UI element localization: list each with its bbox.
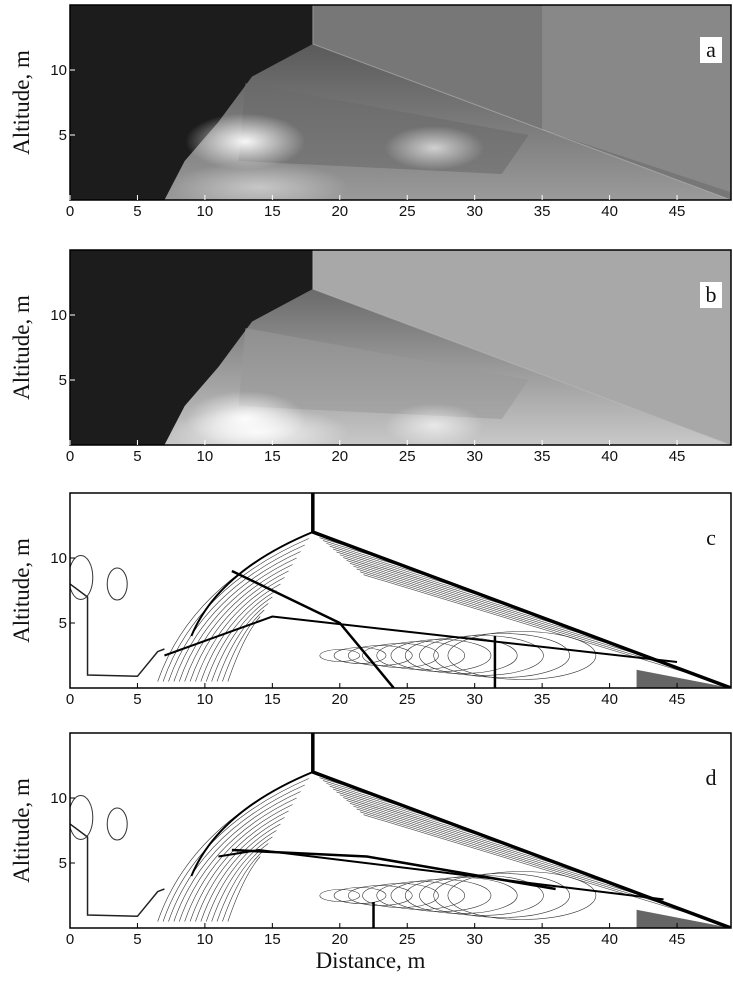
x-tick-label: 40 bbox=[601, 691, 618, 708]
figure: 0 5 10 15 20 25 30 35 40 45 5 10 Altitude, m a 0 5 10 15 2… bbox=[0, 0, 733, 992]
background bbox=[70, 493, 731, 688]
y-tick-label: 5 bbox=[59, 615, 67, 632]
x-tick-label: 25 bbox=[399, 203, 416, 220]
x-tick-label: 30 bbox=[466, 931, 483, 948]
x-tick-label: 15 bbox=[264, 203, 281, 220]
x-tick-label: 5 bbox=[133, 931, 141, 948]
x-tick-label: 0 bbox=[66, 931, 74, 948]
panel-letter: b bbox=[706, 282, 717, 307]
x-tick-label: 30 bbox=[466, 691, 483, 708]
x-tick-label: 45 bbox=[669, 931, 686, 948]
x-tick-label: 0 bbox=[66, 691, 74, 708]
x-tick-label: 25 bbox=[399, 931, 416, 948]
x-tick-label: 30 bbox=[466, 448, 483, 465]
panel: 0 5 10 15 20 25 30 35 40 45 5 10 Altitude, m a bbox=[9, 5, 731, 220]
panel: 0 5 10 15 20 25 30 35 40 45 5 10 Altitude, m b bbox=[9, 250, 731, 465]
x-tick-label: 10 bbox=[197, 448, 214, 465]
background bbox=[70, 733, 731, 928]
y-axis-label: Altitude, m bbox=[9, 538, 34, 643]
panel: 0 5 10 15 20 25 30 35 40 45 5 10 Altitude, m d Distanc… bbox=[9, 733, 731, 973]
glow bbox=[384, 404, 484, 448]
x-tick-label: 45 bbox=[669, 691, 686, 708]
x-tick-label: 45 bbox=[669, 203, 686, 220]
x-tick-label: 0 bbox=[66, 203, 74, 220]
x-tick-label: 40 bbox=[601, 203, 618, 220]
x-tick-label: 35 bbox=[534, 691, 551, 708]
field bbox=[70, 5, 731, 212]
field bbox=[69, 493, 731, 688]
y-tick-label: 10 bbox=[50, 550, 67, 567]
y-axis-label: Altitude, m bbox=[9, 295, 34, 400]
x-tick-label: 15 bbox=[264, 931, 281, 948]
x-tick-label: 20 bbox=[331, 931, 348, 948]
panel-letter: c bbox=[706, 525, 716, 550]
x-tick-label: 15 bbox=[264, 448, 281, 465]
x-tick-label: 35 bbox=[534, 203, 551, 220]
y-axis-label: Altitude, m bbox=[9, 50, 34, 155]
x-tick-label: 20 bbox=[331, 203, 348, 220]
x-tick-label: 45 bbox=[669, 448, 686, 465]
x-tick-label: 10 bbox=[197, 203, 214, 220]
glow bbox=[185, 114, 305, 170]
panel-letter: a bbox=[706, 37, 716, 62]
x-tick-label: 35 bbox=[534, 931, 551, 948]
x-tick-label: 20 bbox=[331, 448, 348, 465]
x-tick-label: 25 bbox=[399, 691, 416, 708]
panel-letter: d bbox=[706, 765, 717, 790]
y-tick-label: 10 bbox=[50, 307, 67, 324]
field bbox=[69, 733, 731, 928]
x-tick-label: 10 bbox=[197, 931, 214, 948]
y-tick-label: 5 bbox=[59, 372, 67, 389]
x-tick-label: 10 bbox=[197, 691, 214, 708]
y-axis-label: Altitude, m bbox=[9, 778, 34, 883]
glow bbox=[384, 126, 484, 170]
y-tick-label: 5 bbox=[59, 127, 67, 144]
field bbox=[70, 250, 731, 457]
x-tick-label: 20 bbox=[331, 691, 348, 708]
x-tick-label: 5 bbox=[133, 691, 141, 708]
x-tick-label: 35 bbox=[534, 448, 551, 465]
x-tick-label: 40 bbox=[601, 448, 618, 465]
x-tick-label: 5 bbox=[133, 203, 141, 220]
y-tick-label: 5 bbox=[59, 855, 67, 872]
x-tick-label: 0 bbox=[66, 448, 74, 465]
x-tick-label: 40 bbox=[601, 931, 618, 948]
panel: 0 5 10 15 20 25 30 35 40 45 5 10 Altitude, m c bbox=[9, 493, 731, 708]
y-tick-label: 10 bbox=[50, 790, 67, 807]
y-tick-label: 10 bbox=[50, 62, 67, 79]
x-tick-label: 30 bbox=[466, 203, 483, 220]
x-tick-label: 5 bbox=[133, 448, 141, 465]
x-axis-label: Distance, m bbox=[316, 948, 426, 973]
x-tick-label: 25 bbox=[399, 448, 416, 465]
x-tick-label: 15 bbox=[264, 691, 281, 708]
